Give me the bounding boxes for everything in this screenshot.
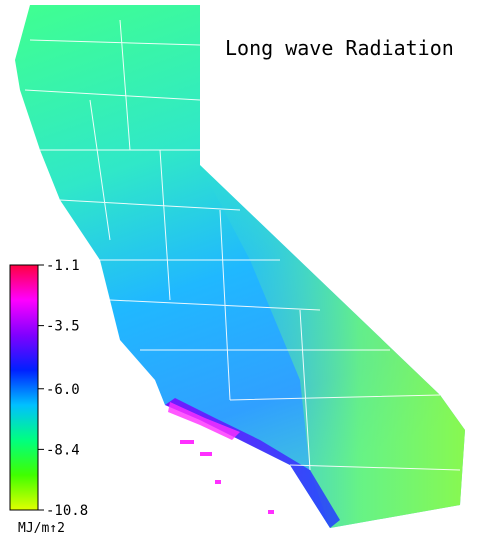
county-lines bbox=[24, 19, 461, 471]
tick-label: -10.8 bbox=[46, 503, 88, 519]
tick-label: -8.4 bbox=[46, 442, 80, 458]
desert-region bbox=[200, 165, 465, 528]
tick-label: -6.0 bbox=[46, 382, 80, 398]
unit-label: MJ/m↑2 bbox=[18, 521, 65, 536]
colorbar-scale bbox=[9, 264, 39, 511]
islands bbox=[180, 440, 274, 514]
colorbar: -1.1 -3.5 -6.0 -8.4 -10.8 MJ/m↑2 bbox=[9, 258, 88, 536]
tick-label: -3.5 bbox=[46, 319, 80, 335]
california-map bbox=[15, 5, 465, 528]
coast-high bbox=[168, 402, 240, 440]
tick-label: -1.1 bbox=[46, 258, 80, 274]
map-title: Long wave Radiation bbox=[225, 36, 454, 60]
